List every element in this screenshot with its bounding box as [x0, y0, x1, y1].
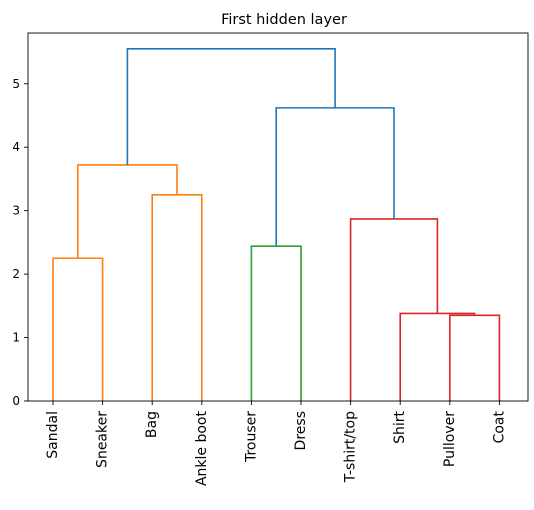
plot-frame: [27, 32, 529, 402]
dendrogram-link-9: [126, 48, 336, 165]
dendrogram-link-2: [151, 193, 203, 401]
dendrogram-link-8: [275, 107, 395, 247]
dendrogram-link-6: [399, 312, 476, 401]
leaf-label: Ankle boot: [194, 411, 210, 487]
dendrogram-link-1: [52, 257, 104, 401]
y-tick-label: 1: [12, 331, 20, 345]
x-axis: Sandal Sneaker Bag Ankle boot Trouser Dress T-…: [45, 401, 507, 486]
leaf-label: Pullover: [442, 411, 458, 467]
dendrogram-links: [52, 48, 501, 401]
y-tick-label: 3: [12, 204, 20, 218]
y-tick-label: 5: [12, 77, 20, 91]
dendrogram-link-5: [449, 314, 501, 401]
leaf-label: Sandal: [45, 411, 61, 459]
dendrogram-link-7: [349, 218, 439, 401]
y-axis: 0 1 2 3 4 5: [12, 77, 28, 408]
dendrogram-link-3: [77, 164, 178, 259]
y-tick-label: 0: [12, 394, 20, 408]
chart-title: First hidden layer: [221, 12, 347, 28]
leaf-label: Bag: [144, 411, 160, 438]
y-tick-label: 4: [12, 140, 20, 154]
leaf-label: Shirt: [392, 411, 408, 444]
leaf-label: Coat: [491, 411, 507, 444]
leaf-label: Trouser: [243, 411, 259, 463]
leaf-label: Dress: [293, 411, 309, 450]
dendrogram-link-4: [250, 245, 302, 401]
leaf-label: T-shirt/top: [343, 411, 359, 483]
leaf-label: Sneaker: [95, 411, 111, 468]
y-tick-label: 2: [12, 267, 20, 281]
